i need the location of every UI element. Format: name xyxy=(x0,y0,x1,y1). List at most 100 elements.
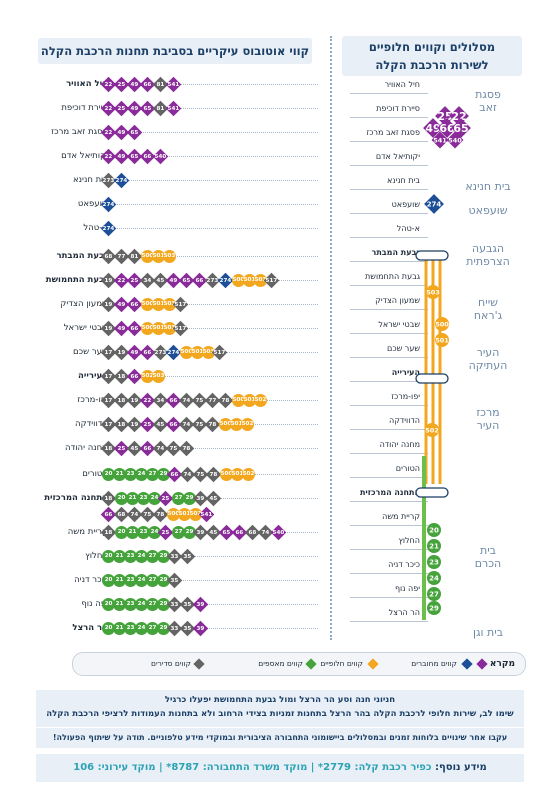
bus-line-number: 20 xyxy=(104,625,113,631)
bus-line-chip: 500 xyxy=(180,345,193,359)
bus-line-number: 500 xyxy=(232,397,245,403)
bus-line-chip: 23 xyxy=(124,597,137,611)
route-stop-rule xyxy=(350,525,428,526)
bus-line-chip: 24 xyxy=(148,525,161,539)
bus-line-chips: 22 25 49 65 81 541 xyxy=(100,100,182,116)
bus-line-chips: 22 25 49 66 81 541 xyxy=(100,76,182,92)
bus-line-number: 45 xyxy=(156,276,165,283)
footer-text: כפיר רכבת קלה: 2779* | מוקד משרד התחבורה… xyxy=(73,762,432,773)
bus-line-chips: 20 21 23 24 27 29 33 35 39 xyxy=(102,620,209,636)
zone-beit-hakerem: בית הכרם xyxy=(452,544,524,570)
zone-givah-line2: הצרפתית xyxy=(466,255,510,268)
bus-line-chip: 541 xyxy=(198,506,215,522)
bus-line-number: 20 xyxy=(117,529,126,535)
bus-line-number: 81 xyxy=(130,252,139,259)
bus-line-chip: 78 xyxy=(178,440,195,456)
bus-line-chips: 274 xyxy=(100,196,117,212)
zone-old-city: העיר העתיקה xyxy=(452,346,524,372)
route-stop-name: קריית משה xyxy=(382,512,420,521)
bus-line-number: 20 xyxy=(117,495,126,501)
bus-line-number: 517 xyxy=(174,325,187,331)
bus-line-number: 66 xyxy=(169,396,178,403)
route-stop-rule xyxy=(350,357,428,358)
bus-line-chip: 274 xyxy=(100,196,117,212)
bus-line-chip: 78 xyxy=(217,392,234,408)
bus-line-number: 21 xyxy=(115,577,124,583)
bus-line-chip: 503 xyxy=(202,345,215,359)
route-stop-rule xyxy=(350,549,428,550)
bus-line-number: 49 xyxy=(130,104,139,111)
bus-line-number: 33 xyxy=(170,600,179,607)
bus-line-number: 81 xyxy=(156,80,165,87)
bus-line-chip: 20 xyxy=(102,549,115,563)
bus-line-chip: 27 xyxy=(146,573,159,587)
bus-line-number: 27 xyxy=(148,601,157,607)
bus-line-number: 75 xyxy=(169,444,178,451)
bus-line-number: 540 xyxy=(272,529,285,535)
bus-line-number: 68 xyxy=(117,510,126,517)
bus-line-chips: 273 274 xyxy=(100,172,130,188)
route-stop-rule xyxy=(350,453,428,454)
bus-line-chips: 274 xyxy=(100,220,117,236)
bus-line-number: 74 xyxy=(261,528,270,535)
bus-line-chips: 66 68 74 75 78 500 501 502 541 xyxy=(100,506,215,522)
notice-temporary-stops: שימו לב, שירות חלופי לרכבת הקלה בהר הרצל… xyxy=(46,709,514,719)
bus-line-number: 45 xyxy=(209,528,218,535)
route-stop-rule xyxy=(350,285,428,286)
bus-line-number: 29 xyxy=(185,495,194,501)
station-name: כיכר דניה xyxy=(74,575,108,585)
station-row: שער שכם 17 19 49 66 273 274 500 501 503 517 xyxy=(32,344,322,360)
bus-line-chips: 22 49 65 66 540 xyxy=(100,148,169,164)
bus-line-chip: 20 xyxy=(102,621,115,635)
bus-line-chip: 24 xyxy=(135,549,148,563)
bus-line-number: 19 xyxy=(130,396,139,403)
legend-swatch-feeder xyxy=(305,658,317,670)
bus-line-chip: 503 xyxy=(152,369,165,383)
bus-line-number: 49 xyxy=(130,80,139,87)
bus-line-number: 18 xyxy=(117,372,126,379)
bus-line-number: 24 xyxy=(150,529,159,535)
bus-line-number: 22 xyxy=(104,152,113,159)
bus-line-number: 20 xyxy=(104,553,113,559)
bus-line-number: 24 xyxy=(150,495,159,501)
station-name: שועפאט xyxy=(77,199,108,209)
bus-line-chips: 17 18 66 502 503 xyxy=(100,368,165,384)
station-row: שועפאט 274 xyxy=(32,196,322,212)
bus-line-number: 45 xyxy=(209,494,218,501)
station-row-leader xyxy=(104,132,318,133)
zone-sheikh-line2: ג'ראח xyxy=(473,309,503,322)
bus-line-number: 23 xyxy=(126,471,135,477)
station-row: פסגת זאב מרכז 22 49 65 xyxy=(32,124,322,140)
route-stop-name: שועפאט xyxy=(391,200,420,209)
zone-pisgat-zeev-line2: זאב xyxy=(479,101,497,114)
bus-line-number: 27 xyxy=(148,471,157,477)
bus-line-number: 541 xyxy=(167,81,180,87)
station-row: הטורים 20 21 23 24 27 29 66 74 75 78 500 501 502 xyxy=(32,466,322,482)
station-row: שמעון הצדיק 19 49 66 500 501 503 517 xyxy=(32,296,322,312)
bus-line-chip: 20 xyxy=(115,491,128,505)
bus-line-number: 75 xyxy=(195,396,204,403)
bus-line-number: 541 xyxy=(167,105,180,111)
bus-line-chip: 501 xyxy=(243,273,256,287)
bus-line-chip: 18 xyxy=(100,524,117,540)
station-row-leader xyxy=(104,156,318,157)
bus-line-number: 74 xyxy=(182,396,191,403)
bus-line-chip: 25 xyxy=(157,524,174,540)
bus-line-number: 33 xyxy=(170,624,179,631)
bus-line-number: 21 xyxy=(128,529,137,535)
route-stop-rule xyxy=(350,213,428,214)
station-row: יפו-מרכז 17 18 19 22 34 66 74 75 77 78 500 501 502 xyxy=(32,392,322,408)
bus-line-chip: 39 xyxy=(192,596,209,612)
route-stop-rule xyxy=(350,165,428,166)
bus-line-number: 33 xyxy=(170,552,179,559)
bus-line-number: 49 xyxy=(117,324,126,331)
bus-line-chip: 21 xyxy=(126,491,139,505)
bus-line-number: 540 xyxy=(154,153,167,159)
legend-item-regular: קווים סדירים xyxy=(151,659,191,668)
bus-line-number: 49 xyxy=(169,276,178,283)
bus-line-number: 66 xyxy=(143,348,152,355)
bus-line-number: 81 xyxy=(156,104,165,111)
bus-line-number: 501 xyxy=(191,349,204,355)
bus-line-chip: 27 xyxy=(172,491,185,505)
station-row: העירייה 17 18 66 502 503 xyxy=(32,368,322,384)
